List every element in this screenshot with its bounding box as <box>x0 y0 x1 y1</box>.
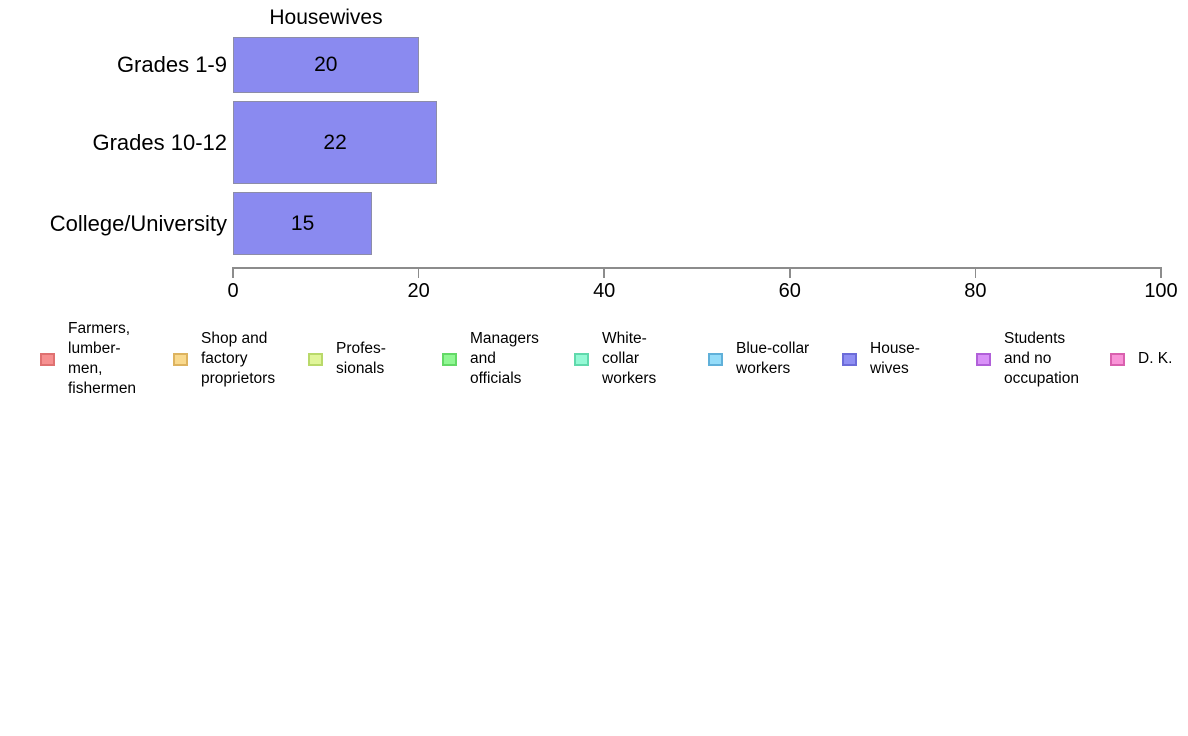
legend-label: D. K. <box>1138 350 1173 367</box>
legend-label: Shop and factory proprietors <box>201 330 276 387</box>
legend-swatch-dk <box>1110 352 1125 366</box>
legend-swatch-students <box>976 352 991 366</box>
bar-value-label: 15 <box>290 211 315 235</box>
legend-label: Profes- sionals <box>336 340 386 377</box>
tick-label: 20 <box>407 280 430 302</box>
tick-mark <box>789 267 791 278</box>
tick-label: 0 <box>227 280 239 302</box>
x-axis-line <box>233 267 1161 269</box>
tick-mark <box>974 267 977 278</box>
bar-grades-1-9: 20 <box>233 37 419 93</box>
legend-label: White- collar workers <box>602 330 657 387</box>
category-label-grades-1-9: Grades 1-9 <box>116 52 227 77</box>
tick-label: 80 <box>964 280 987 302</box>
legend-item-professionals: Profes- sionals <box>308 339 386 379</box>
legend-label: Managers and officials <box>470 330 539 387</box>
legend-swatch-managers-officials <box>442 352 457 366</box>
category-label-college-university: College/University <box>49 210 227 236</box>
chart-title: Housewives <box>269 6 383 29</box>
legend-swatch-shop-proprietors <box>173 352 188 366</box>
bar-college-university: 15 <box>233 192 373 255</box>
tick-mark <box>417 267 420 278</box>
legend-label: Students and no occupation <box>1004 330 1079 387</box>
legend-label: Blue-collar workers <box>736 340 810 377</box>
tick-label: 40 <box>593 280 616 302</box>
tick-mark <box>232 267 234 278</box>
legend-item-blue-collar: Blue-collar workers <box>708 339 809 379</box>
legend-item-dk: D. K. <box>1110 349 1172 369</box>
legend-swatch-farmers <box>40 352 55 366</box>
tick-mark <box>603 267 605 278</box>
legend-swatch-professionals <box>308 352 323 366</box>
legend-item-students: Students and no occupation <box>976 329 1079 389</box>
legend-item-white-collar: White- collar workers <box>574 329 656 389</box>
bar-grades-10-12: 22 <box>233 101 438 184</box>
tick-label: 60 <box>778 280 801 302</box>
legend-item-housewives: House- wives <box>842 339 920 379</box>
legend-swatch-housewives <box>842 352 857 366</box>
legend-label: House- wives <box>870 340 920 377</box>
legend-swatch-blue-collar <box>708 352 723 366</box>
category-label-grades-10-12: Grades 10-12 <box>92 129 227 155</box>
bar-value-label: 20 <box>314 53 338 76</box>
legend-label: Farmers, lumber- men, fishermen <box>68 320 137 397</box>
legend-item-managers-officials: Managers and officials <box>442 329 539 389</box>
legend-item-farmers: Farmers, lumber- men, fishermen <box>40 319 136 399</box>
tick-mark <box>1160 267 1162 278</box>
legend-swatch-white-collar <box>574 352 589 366</box>
bar-value-label: 22 <box>323 130 347 154</box>
tick-label: 100 <box>1144 280 1178 302</box>
legend-item-shop-proprietors: Shop and factory proprietors <box>173 329 275 389</box>
